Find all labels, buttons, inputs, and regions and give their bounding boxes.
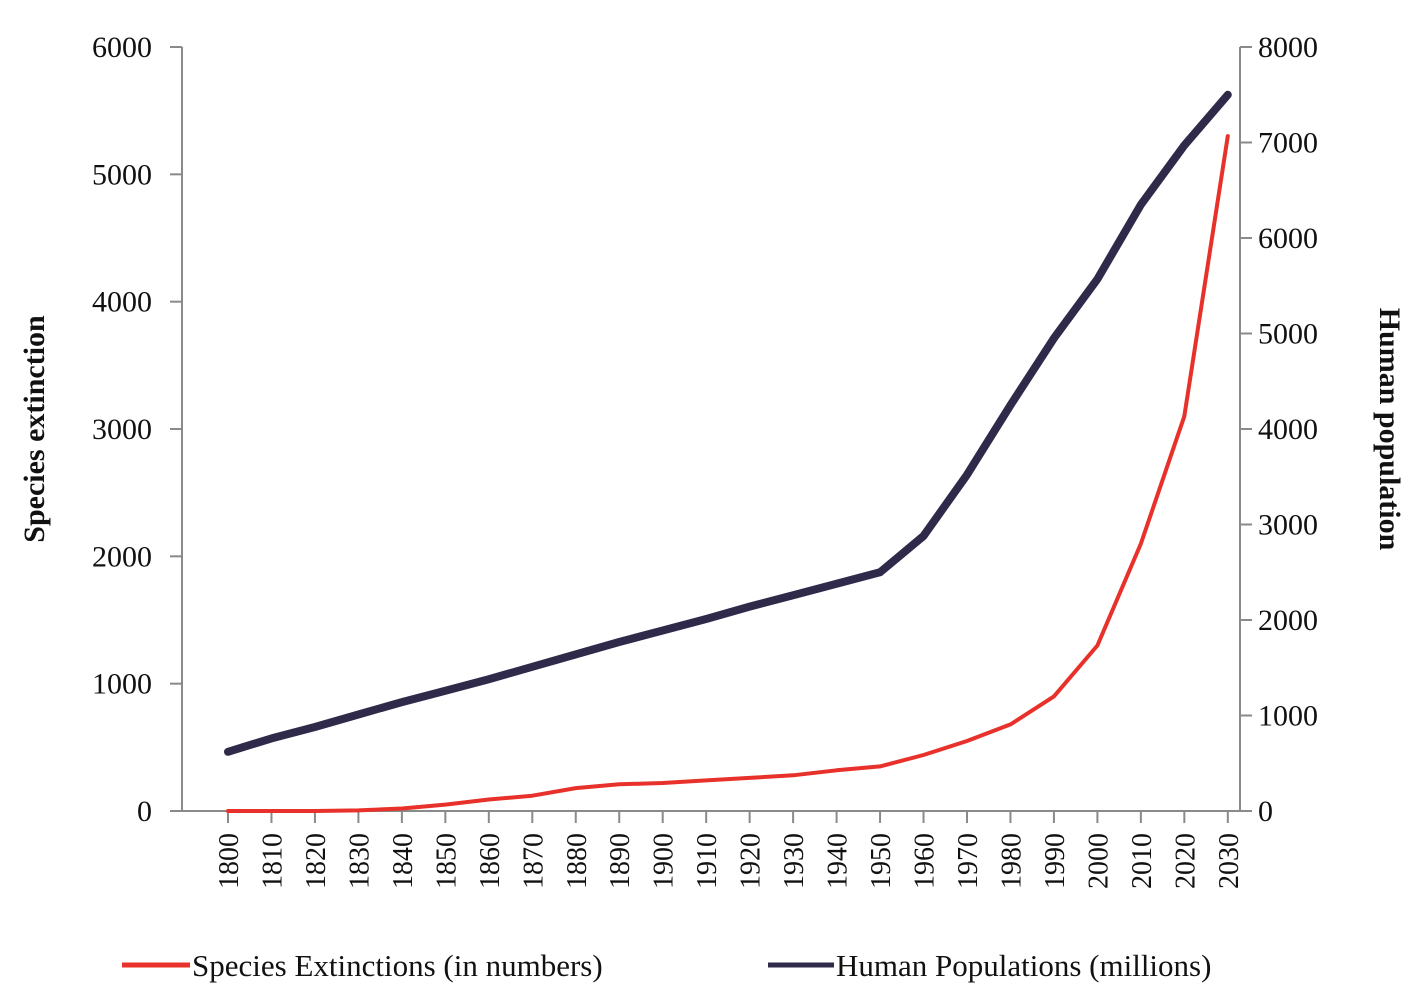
x-tick-label: 2000 <box>1083 833 1114 889</box>
x-tick-label: 1950 <box>866 833 897 889</box>
right-y-tick-label: 1000 <box>1258 700 1318 733</box>
right-y-tick-label: 0 <box>1258 795 1273 828</box>
left-y-tick-label: 6000 <box>92 31 152 64</box>
right-y-tick-label: 2000 <box>1258 604 1318 637</box>
left-y-tick-label: 1000 <box>92 668 152 701</box>
x-tick-label: 1900 <box>649 833 680 889</box>
right-y-tick-label: 6000 <box>1258 222 1318 255</box>
x-tick-label: 1910 <box>692 833 723 889</box>
x-tick-label: 1820 <box>301 833 332 889</box>
x-tick-label: 2020 <box>1170 833 1201 889</box>
left-y-tick-label: 5000 <box>92 158 152 191</box>
left-y-tick-label: 0 <box>137 795 152 828</box>
x-tick-label: 1830 <box>344 833 375 889</box>
x-tick-label: 1810 <box>257 833 288 889</box>
left-y-axis-title: Species extinction <box>18 315 51 543</box>
x-tick-label: 1840 <box>388 833 419 889</box>
x-tick-label: 1990 <box>1040 833 1071 889</box>
x-tick-label: 1940 <box>823 833 854 889</box>
x-tick-label: 1960 <box>910 833 941 889</box>
left-y-tick-label: 3000 <box>92 413 152 446</box>
left-y-tick-label: 4000 <box>92 286 152 319</box>
right-y-tick-label: 4000 <box>1258 413 1318 446</box>
left-y-tick-label: 2000 <box>92 540 152 573</box>
x-tick-label: 1870 <box>518 833 549 889</box>
x-tick-label: 2010 <box>1127 833 1158 889</box>
x-ticks: 1800 1810 1820 1830 1840 1850 1860 1870 1880 1890… <box>214 811 1245 889</box>
legend: Species Extinctions (in numbers) Human P… <box>122 948 1211 983</box>
x-tick-label: 1880 <box>562 833 593 889</box>
right-y-axis-title: Human population <box>1373 308 1406 551</box>
axes-group <box>181 47 1241 812</box>
right-y-tick-label: 7000 <box>1258 127 1318 160</box>
right-y-tick-label: 8000 <box>1258 31 1318 64</box>
x-tick-label: 2030 <box>1214 833 1245 889</box>
left-y-ticks: 0 1000 2000 3000 4000 5000 6000 <box>92 31 182 828</box>
x-tick-label: 1800 <box>214 833 245 889</box>
right-y-ticks: 0 1000 2000 3000 4000 5000 6000 7000 8000 <box>1240 31 1318 828</box>
x-tick-label: 1930 <box>779 833 810 889</box>
series-layer <box>224 90 1232 813</box>
x-tick-label: 1860 <box>475 833 506 889</box>
legend-label-population: Human Populations (millions) <box>836 948 1211 983</box>
series-line-human-populations <box>224 90 1232 756</box>
x-tick-label: 1980 <box>996 833 1027 889</box>
series-line-species-extinctions <box>226 134 1230 813</box>
legend-label-species: Species Extinctions (in numbers) <box>192 948 603 983</box>
right-y-tick-label: 3000 <box>1258 509 1318 542</box>
x-tick-label: 1850 <box>431 833 462 889</box>
x-tick-label: 1920 <box>736 833 767 889</box>
right-y-tick-label: 5000 <box>1258 318 1318 351</box>
x-tick-label: 1970 <box>953 833 984 889</box>
x-tick-label: 1890 <box>605 833 636 889</box>
